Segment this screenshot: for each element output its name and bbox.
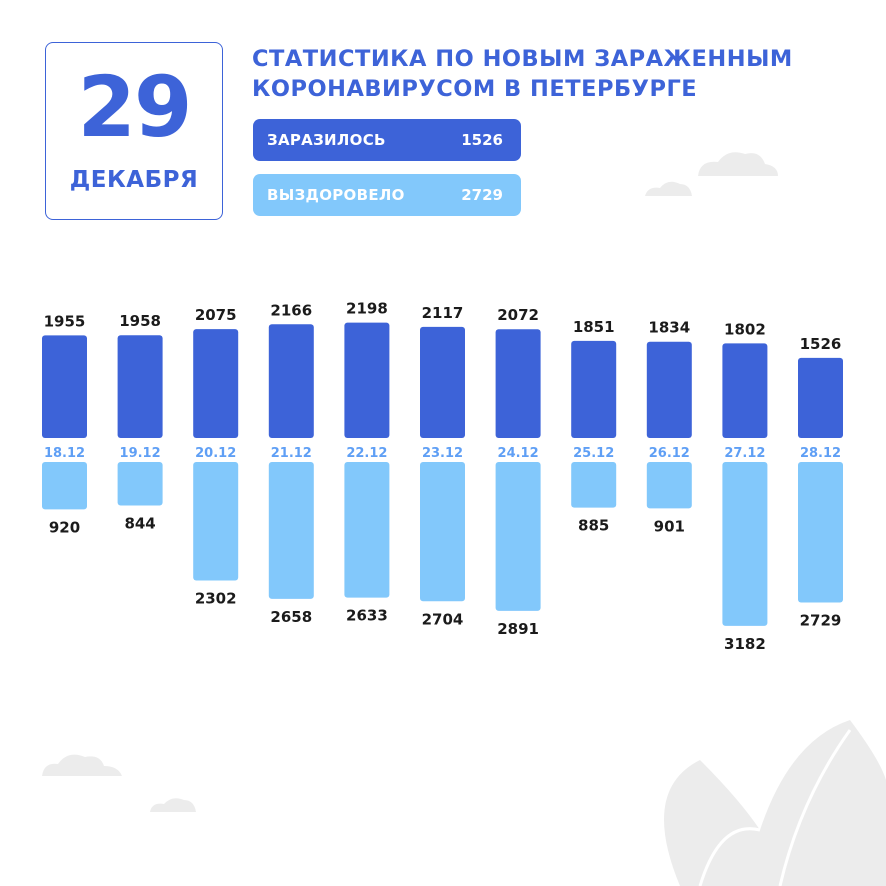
cloud-icon — [645, 181, 692, 196]
infected-summary-label: ЗАРАЗИЛОСЬ — [267, 131, 386, 149]
title-line-2: КОРОНАВИРУСОМ В ПЕТЕРБУРГЕ — [252, 76, 698, 102]
recovered-value-label: 2891 — [497, 620, 539, 638]
recovered-value-label: 885 — [578, 517, 609, 535]
date-tick-label: 20.12 — [195, 446, 236, 461]
infected-value-label: 1955 — [44, 312, 86, 330]
date-tick-label: 23.12 — [422, 446, 463, 461]
date-tick-label: 21.12 — [271, 446, 312, 461]
recovered-bar — [571, 462, 617, 508]
date-tick-label: 25.12 — [573, 446, 614, 461]
date-tick-label: 28.12 — [800, 446, 841, 461]
page-title: СТАТИСТИКА ПО НОВЫМ ЗАРАЖЕННЫМ КОРОНАВИР… — [252, 44, 852, 104]
date-tick-label: 27.12 — [724, 446, 765, 461]
infected-bar — [571, 340, 617, 438]
recovered-value-label: 901 — [654, 517, 685, 535]
infected-bar — [798, 357, 843, 438]
recovered-bar — [646, 462, 692, 509]
recovered-value-label: 2658 — [270, 608, 312, 626]
recovered-bar — [268, 462, 314, 599]
infected-value-label: 1526 — [800, 335, 842, 353]
infected-bar — [646, 341, 692, 438]
infected-value-label: 2075 — [195, 306, 237, 324]
date-month: ДЕКАБРЯ — [69, 167, 199, 193]
recovered-value-label: 844 — [124, 514, 155, 532]
infected-value-label: 1802 — [724, 320, 766, 338]
infected-bar — [495, 329, 541, 438]
infected-bar — [420, 326, 465, 438]
recovered-summary-value: 2729 — [461, 186, 503, 204]
infected-value-label: 1834 — [648, 319, 690, 337]
title-line-1: СТАТИСТИКА ПО НОВЫМ ЗАРАЖЕННЫМ — [252, 46, 793, 72]
infected-bar — [117, 335, 163, 438]
recovered-bar — [117, 462, 163, 506]
recovered-value-label: 2302 — [195, 590, 237, 608]
recovered-bar — [495, 462, 541, 611]
recovered-bar — [193, 462, 239, 581]
date-tick-label: 19.12 — [120, 446, 161, 461]
recovered-summary-badge: ВЫЗДОРОВЕЛО 2729 — [253, 174, 521, 216]
infected-value-label: 2198 — [346, 300, 388, 318]
recovered-value-label: 920 — [49, 518, 80, 536]
cloud-icon — [150, 798, 196, 812]
recovered-value-label: 3182 — [724, 635, 766, 653]
infected-bar — [344, 322, 390, 438]
cloud-icon — [42, 754, 122, 776]
recovered-summary-label: ВЫЗДОРОВЕЛО — [267, 186, 405, 204]
infected-bar — [722, 343, 768, 438]
infected-value-label: 2117 — [422, 304, 464, 322]
date-tick-label: 18.12 — [44, 446, 85, 461]
infected-bar — [193, 329, 239, 438]
recovered-bar — [344, 462, 390, 598]
infected-value-label: 2072 — [497, 306, 539, 324]
recovered-value-label: 2704 — [422, 610, 464, 628]
recovered-bar — [420, 462, 465, 602]
recovered-bar — [42, 462, 87, 510]
date-day: 29 — [77, 58, 193, 156]
infected-bar — [42, 335, 87, 438]
infected-value-label: 1958 — [119, 312, 161, 330]
recovered-value-label: 2729 — [800, 612, 842, 630]
infected-summary-badge: ЗАРАЗИЛОСЬ 1526 — [253, 119, 521, 161]
date-tick-label: 22.12 — [346, 446, 387, 461]
infected-value-label: 2166 — [270, 301, 312, 319]
infected-bar — [268, 324, 314, 438]
date-tick-label: 24.12 — [498, 446, 539, 461]
cloud-icon — [698, 152, 778, 176]
infected-summary-value: 1526 — [461, 131, 503, 149]
recovered-bar — [722, 462, 768, 626]
date-card: 29 ДЕКАБРЯ — [45, 42, 223, 220]
recovered-value-label: 2633 — [346, 607, 388, 625]
date-tick-label: 26.12 — [649, 446, 690, 461]
infected-value-label: 1851 — [573, 318, 615, 336]
recovered-bar — [798, 462, 843, 603]
